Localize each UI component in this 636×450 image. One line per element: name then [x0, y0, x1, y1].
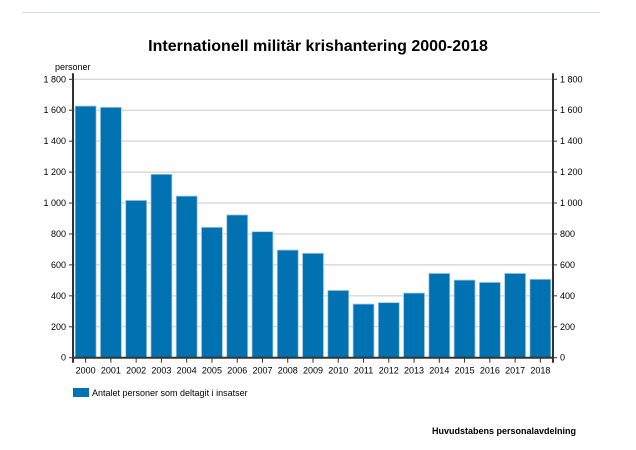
source-note: Huvudstabens personalavdelning	[431, 426, 576, 436]
y-tick-label-left: 1 200	[43, 167, 66, 177]
x-tick-label: 2014	[429, 366, 449, 376]
x-tick-label: 2001	[101, 366, 121, 376]
y-tick-label-left: 600	[51, 260, 66, 270]
bar	[504, 273, 526, 359]
top-divider	[22, 12, 600, 13]
y-tick-label-right: 200	[560, 322, 575, 332]
y-axis-label: personer	[55, 62, 91, 72]
y-tick-label-left: 400	[51, 291, 66, 301]
y-tick-label-left: 800	[51, 229, 66, 239]
y-tick-label-left: 1 000	[43, 198, 66, 208]
y-tick-label-right: 800	[560, 229, 575, 239]
x-tick-label: 2004	[177, 366, 197, 376]
bar	[251, 231, 274, 359]
y-tick-label-right: 1 400	[560, 136, 583, 146]
bar	[125, 200, 148, 359]
x-tick-label: 2013	[404, 366, 424, 376]
x-tick-label: 2008	[278, 366, 298, 376]
x-tick-label: 2009	[303, 366, 323, 376]
x-tick-label: 2012	[379, 366, 399, 376]
bar	[403, 292, 425, 359]
x-tick-label: 2010	[328, 366, 348, 376]
bar	[276, 249, 299, 359]
y-tick-label-left: 1 600	[43, 105, 66, 115]
y-tick-label-left: 1 800	[43, 74, 66, 84]
x-tick-label: 2018	[530, 366, 550, 376]
x-tick-label: 2007	[252, 366, 272, 376]
bar	[428, 273, 451, 359]
x-tick-label: 2016	[480, 366, 500, 376]
y-tick-label-right: 1 600	[560, 105, 583, 115]
x-tick-label: 2017	[505, 366, 525, 376]
y-tick-label-right: 1 200	[560, 167, 583, 177]
y-tick-label-right: 1 800	[560, 74, 583, 84]
chart-title: Internationell militär krishantering 200…	[148, 38, 488, 55]
y-tick-label-left: 200	[51, 322, 66, 332]
bar	[478, 281, 501, 359]
bar	[150, 173, 173, 359]
y-tick-label-right: 400	[560, 291, 575, 301]
bar	[100, 106, 122, 359]
bar	[175, 195, 198, 359]
x-tick-label: 2006	[227, 366, 247, 376]
bar	[377, 302, 400, 359]
y-tick-label-left: 0	[61, 353, 66, 363]
x-tick-label: 2000	[76, 366, 96, 376]
x-tick-label: 2015	[455, 366, 475, 376]
bar	[226, 214, 249, 359]
bar	[201, 226, 223, 359]
legend-label: Antalet personer som deltagit i insatser	[92, 388, 248, 398]
x-tick-label: 2005	[202, 366, 222, 376]
y-tick-label-right: 1 000	[560, 198, 583, 208]
bar	[352, 303, 375, 359]
x-tick-label: 2011	[354, 366, 373, 376]
bar	[327, 290, 350, 359]
legend-swatch	[73, 388, 89, 397]
y-tick-label-left: 1 400	[43, 136, 66, 146]
bar	[74, 105, 97, 359]
x-tick-label: 2002	[126, 366, 146, 376]
bar	[453, 279, 476, 359]
bar	[302, 252, 324, 359]
bar	[529, 278, 552, 359]
y-tick-label-right: 0	[560, 353, 565, 363]
y-tick-label-right: 600	[560, 260, 575, 270]
x-tick-label: 2003	[151, 366, 171, 376]
